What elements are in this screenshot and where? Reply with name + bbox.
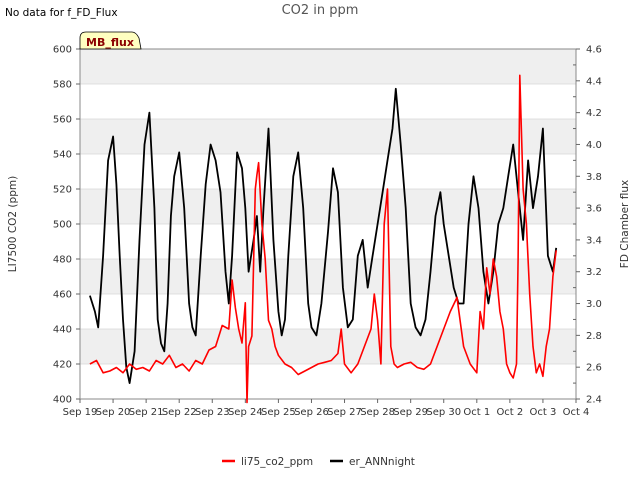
y-tick-label: 440: [53, 325, 72, 336]
x-tick-label: Oct 1: [463, 407, 490, 418]
x-tick-label: Sep 27: [327, 407, 362, 418]
right-axis: 2.4 2.6 2.8 3.0 3.2 3.4 3.6 3.8 4.0 4.2 4.4 4.6: [573, 45, 602, 406]
y2-tick-label: 3.0: [586, 299, 602, 310]
y-tick-label: 400: [53, 395, 72, 406]
background-band: [80, 119, 576, 154]
no-data-note: No data for f_FD_Flux: [5, 7, 118, 19]
y-tick-label: 600: [53, 45, 72, 56]
x-tick-label: Sep 21: [129, 407, 164, 418]
y2-axis-label: FD Chamber flux: [619, 180, 631, 268]
y2-tick-label: 4.4: [586, 76, 602, 87]
chart-title: CO2 in ppm: [281, 3, 359, 18]
x-tick-label: Oct 2: [496, 407, 523, 418]
badge-shape: [79, 31, 142, 50]
y-tick-label: 500: [53, 220, 72, 231]
y-tick-label: 540: [53, 150, 72, 161]
x-tick-label: Sep 19: [63, 407, 98, 418]
background-bands: [80, 49, 576, 399]
y2-tick-label: 3.4: [586, 235, 602, 246]
x-tick-label: Sep 25: [261, 407, 296, 418]
series-line-er-annnight: [89, 87, 558, 385]
x-tick-label: Sep 20: [96, 407, 131, 418]
legend-label-ann: er_ANNnight: [349, 456, 415, 468]
y-tick-label: 460: [53, 290, 72, 301]
y2-tick-label: 4.0: [586, 140, 602, 151]
y-tick-label: 580: [53, 80, 72, 91]
y2-tick-label: 2.4: [586, 395, 602, 406]
y2-tick-label: 2.6: [586, 363, 602, 374]
x-tick-label: Sep 26: [294, 407, 329, 418]
legend: li75_co2_ppm er_ANNnight: [222, 456, 415, 468]
y2-tick-label: 2.8: [586, 331, 602, 342]
x-tick-label: Oct 3: [530, 407, 557, 418]
background-band: [80, 189, 576, 224]
y-axis-label: LI7500 CO2 (ppm): [7, 176, 19, 272]
mb-flux-badge: MB_flux: [79, 31, 142, 50]
background-band: [80, 259, 576, 294]
x-tick-label: Sep 24: [228, 407, 263, 418]
badge-label: MB_flux: [86, 36, 134, 49]
x-tick-label: Oct 4: [563, 407, 590, 418]
y-tick-label: 420: [53, 360, 72, 371]
x-tick-label: Sep 22: [162, 407, 197, 418]
y2-tick-label: 3.8: [586, 172, 602, 183]
y2-tick-label: 3.2: [586, 267, 602, 278]
x-tick-label: Sep 23: [195, 407, 230, 418]
y-tick-label: 560: [53, 115, 72, 126]
x-tick-label: Sep 29: [393, 407, 428, 418]
background-band: [80, 49, 576, 84]
y-tick-label: 520: [53, 185, 72, 196]
series-layer: [89, 74, 558, 404]
y2-tick-label: 4.6: [586, 45, 602, 56]
left-axis: 400 420 440 460 480 500 520 540 560 580 600: [53, 45, 80, 406]
x-tick-label: Sep 28: [360, 407, 395, 418]
y2-tick-label: 4.2: [586, 108, 602, 119]
x-tick-label: Sep 30: [426, 407, 461, 418]
y2-tick-label: 3.6: [586, 204, 602, 215]
background-band: [80, 329, 576, 364]
y-tick-label: 480: [53, 255, 72, 266]
legend-label-li75: li75_co2_ppm: [241, 456, 313, 468]
series-line-li75-co2-ppm: [89, 74, 557, 404]
